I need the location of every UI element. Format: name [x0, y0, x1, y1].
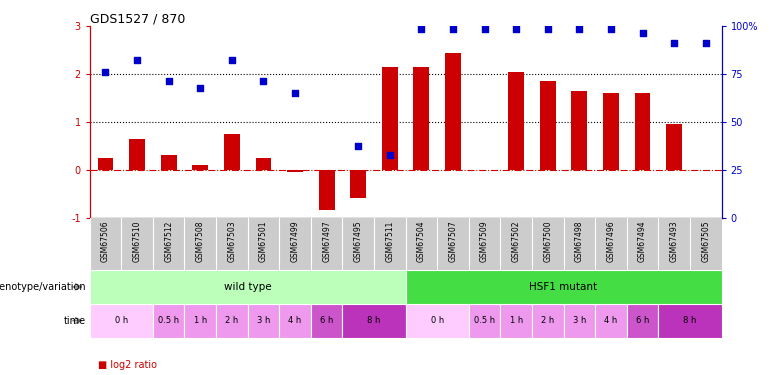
Bar — [248, 304, 279, 338]
Bar — [445, 53, 461, 170]
Point — [510, 26, 523, 32]
Text: 1 h: 1 h — [509, 316, 523, 325]
Bar — [279, 304, 310, 338]
Bar — [153, 304, 184, 338]
Bar — [406, 304, 469, 338]
Text: 0 h: 0 h — [115, 316, 128, 325]
Bar — [501, 304, 532, 338]
Text: GSM67508: GSM67508 — [196, 220, 205, 262]
Text: ■ log2 ratio: ■ log2 ratio — [98, 360, 157, 370]
Text: GSM67503: GSM67503 — [227, 220, 236, 262]
Bar — [603, 93, 619, 170]
Text: GSM67497: GSM67497 — [322, 220, 332, 262]
Text: 3 h: 3 h — [573, 316, 586, 325]
Text: 0.5 h: 0.5 h — [474, 316, 495, 325]
Text: GSM67510: GSM67510 — [133, 220, 142, 262]
Bar — [311, 304, 342, 338]
Bar — [90, 270, 406, 304]
Point — [636, 30, 649, 36]
Bar — [350, 170, 366, 198]
Text: GSM67496: GSM67496 — [606, 220, 615, 262]
Point — [352, 143, 364, 149]
Bar — [595, 304, 627, 338]
Bar — [129, 139, 145, 170]
Text: 8 h: 8 h — [367, 316, 381, 325]
Text: wild type: wild type — [224, 282, 271, 292]
Text: 2 h: 2 h — [225, 316, 239, 325]
Text: GSM67500: GSM67500 — [543, 220, 552, 262]
Point — [99, 69, 112, 75]
Point — [289, 90, 301, 96]
Text: time: time — [64, 316, 86, 326]
Bar — [635, 93, 651, 170]
Bar — [224, 134, 239, 170]
Text: GSM67512: GSM67512 — [164, 220, 173, 261]
Text: 0 h: 0 h — [431, 316, 444, 325]
Text: GSM67499: GSM67499 — [290, 220, 300, 262]
Bar — [342, 304, 406, 338]
Point — [257, 78, 270, 84]
Bar — [98, 158, 113, 170]
Bar — [319, 170, 335, 210]
Bar — [627, 304, 658, 338]
Text: GSM67507: GSM67507 — [448, 220, 458, 262]
Text: 3 h: 3 h — [257, 316, 270, 325]
Text: GSM67511: GSM67511 — [385, 220, 395, 261]
Bar — [161, 155, 176, 170]
Bar — [540, 81, 555, 170]
Point — [541, 26, 554, 32]
Point — [415, 26, 427, 32]
Text: 2 h: 2 h — [541, 316, 555, 325]
Text: 6 h: 6 h — [320, 316, 333, 325]
Bar — [406, 270, 722, 304]
Bar — [413, 67, 429, 170]
Text: GSM67495: GSM67495 — [353, 220, 363, 262]
Text: 8 h: 8 h — [683, 316, 697, 325]
Text: GSM67498: GSM67498 — [575, 220, 584, 262]
Point — [384, 152, 396, 158]
Bar — [382, 67, 398, 170]
Bar — [532, 304, 564, 338]
Point — [194, 86, 207, 92]
Bar — [287, 170, 303, 172]
Text: 6 h: 6 h — [636, 316, 649, 325]
Text: 4 h: 4 h — [289, 316, 302, 325]
Point — [447, 26, 459, 32]
Text: HSF1 mutant: HSF1 mutant — [530, 282, 597, 292]
Bar — [90, 304, 153, 338]
Bar — [509, 72, 524, 170]
Bar — [572, 91, 587, 170]
Point — [604, 26, 617, 32]
Text: GSM67509: GSM67509 — [480, 220, 489, 262]
Text: GSM67494: GSM67494 — [638, 220, 647, 262]
Point — [700, 40, 712, 46]
Bar — [184, 304, 216, 338]
Text: GSM67504: GSM67504 — [417, 220, 426, 262]
Point — [162, 78, 175, 84]
Text: genotype/variation: genotype/variation — [0, 282, 86, 292]
Bar — [193, 165, 208, 170]
Bar — [256, 158, 271, 170]
Text: GDS1527 / 870: GDS1527 / 870 — [90, 12, 185, 25]
Text: 1 h: 1 h — [193, 316, 207, 325]
Text: GSM67493: GSM67493 — [669, 220, 679, 262]
Bar — [658, 304, 722, 338]
Bar — [216, 304, 248, 338]
Text: 0.5 h: 0.5 h — [158, 316, 179, 325]
Point — [668, 40, 680, 46]
Bar — [666, 124, 682, 170]
Bar — [469, 304, 501, 338]
Bar — [563, 304, 595, 338]
Text: GSM67502: GSM67502 — [512, 220, 521, 262]
Text: GSM67505: GSM67505 — [701, 220, 711, 262]
Point — [478, 26, 491, 32]
Text: 4 h: 4 h — [604, 316, 618, 325]
Text: GSM67501: GSM67501 — [259, 220, 268, 262]
Point — [573, 26, 586, 32]
Point — [225, 57, 238, 63]
Text: GSM67506: GSM67506 — [101, 220, 110, 262]
Point — [131, 57, 144, 63]
